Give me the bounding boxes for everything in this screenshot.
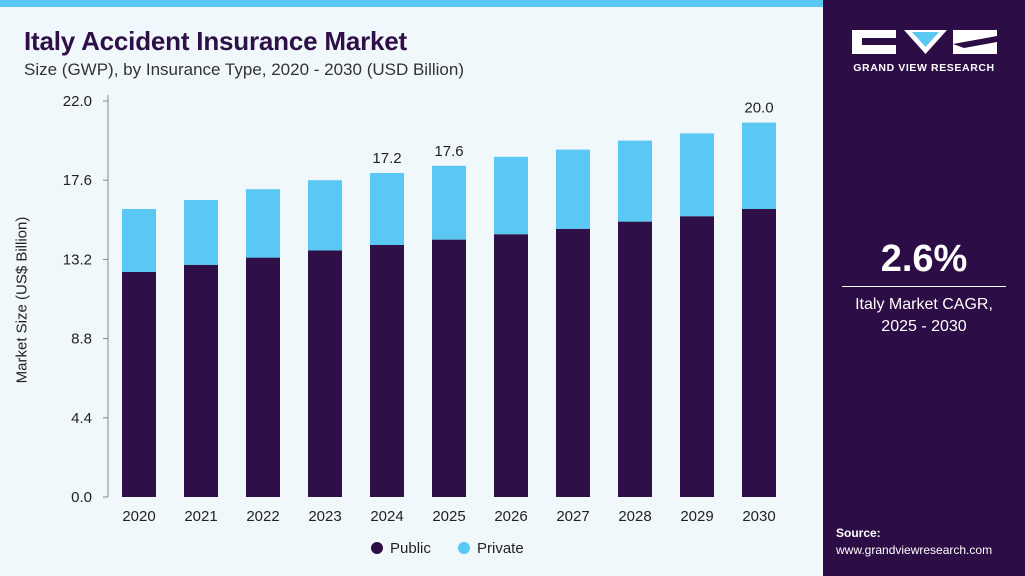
y-axis-label: Market Size (US$ Billion): [13, 216, 31, 384]
bar-private-2026: [494, 156, 528, 235]
gvr-logo-icon: [852, 30, 997, 54]
cagr-value: 2.6%: [880, 238, 968, 280]
x-tick-label: 2029: [680, 508, 713, 525]
x-tick-label: 2021: [184, 508, 217, 525]
bar-public-2030: [742, 209, 776, 497]
x-tick-label: 2026: [494, 508, 527, 525]
data-label-2030: 20.0: [744, 100, 773, 117]
bar-private-2027: [556, 149, 590, 229]
legend-marker-private: [458, 542, 470, 554]
bar-public-2022: [246, 257, 280, 497]
y-tick-label: 4.4: [71, 410, 92, 427]
bar-public-2028: [618, 221, 652, 497]
bar-private-2024: [370, 173, 404, 245]
x-tick-label: 2020: [122, 508, 155, 525]
x-tick-label: 2022: [246, 508, 279, 525]
accent-bar: [0, 0, 823, 7]
x-tick-label: 2025: [432, 508, 465, 525]
bar-public-2021: [184, 264, 218, 497]
bar-public-2029: [680, 216, 714, 497]
data-label-2025: 17.6: [434, 143, 463, 160]
legend-label-private: Private: [477, 540, 524, 557]
x-tick-label: 2023: [308, 508, 341, 525]
x-tick-label: 2027: [556, 508, 589, 525]
bar-private-2025: [432, 165, 466, 240]
bar-private-2030: [742, 122, 776, 209]
bar-public-2026: [494, 234, 528, 497]
bar-private-2028: [618, 140, 652, 222]
bar-private-2021: [184, 200, 218, 265]
x-tick-label: 2030: [742, 508, 775, 525]
x-tick-label: 2028: [618, 508, 651, 525]
y-tick-label: 13.2: [63, 251, 92, 268]
bar-private-2020: [122, 209, 156, 272]
bar-private-2023: [308, 180, 342, 251]
y-tick-label: 0.0: [71, 489, 92, 506]
page-title: Italy Accident Insurance Market: [24, 26, 407, 56]
bar-public-2020: [122, 272, 156, 497]
brand-name: GRAND VIEW RESEARCH: [853, 62, 995, 74]
legend-marker-public: [371, 542, 383, 554]
y-tick-label: 17.6: [63, 172, 92, 189]
source-heading: Source:: [836, 526, 881, 540]
page-subtitle: Size (GWP), by Insurance Type, 2020 - 20…: [24, 60, 464, 79]
bar-public-2025: [432, 239, 466, 497]
info-panel: [823, 0, 1025, 576]
cagr-label-line2: 2025 - 2030: [881, 318, 967, 335]
source-link[interactable]: www.grandviewresearch.com: [836, 543, 993, 557]
bar-public-2024: [370, 245, 404, 497]
bar-public-2023: [308, 250, 342, 497]
y-tick-label: 8.8: [71, 331, 92, 348]
x-tick-label: 2024: [370, 508, 403, 525]
cagr-label-line1: Italy Market CAGR,: [855, 296, 993, 313]
bar-public-2027: [556, 228, 590, 498]
cagr-divider: [842, 286, 1006, 287]
cagr-label: Italy Market CAGR, 2025 - 2030: [823, 294, 1025, 338]
legend-label-public: Public: [390, 540, 431, 557]
bar-private-2029: [680, 133, 714, 217]
bar-private-2022: [246, 189, 280, 258]
stacked-bar-chart: 0.0 4.4 8.8 13.2 17.6 22.0 2020 2021 2022 2023 202…: [63, 93, 776, 557]
y-tick-label: 22.0: [63, 93, 92, 110]
data-label-2024: 17.2: [372, 150, 401, 167]
